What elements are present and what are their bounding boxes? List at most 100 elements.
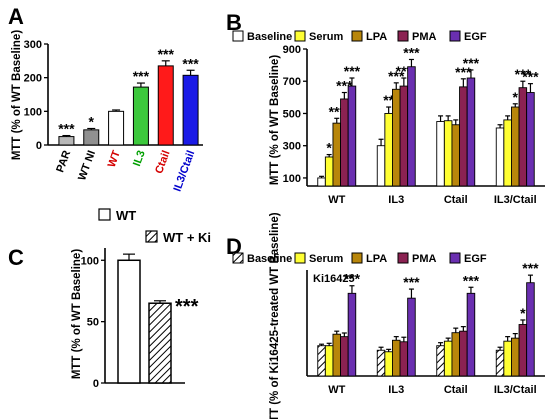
legend-label: Baseline bbox=[247, 31, 292, 43]
significance-label: * bbox=[513, 89, 519, 105]
y-tick-label-c: 50 bbox=[87, 317, 99, 329]
bar bbox=[526, 92, 535, 187]
significance-label: *** bbox=[344, 271, 361, 287]
bar bbox=[443, 340, 453, 377]
y-tick-label-b: 500 bbox=[283, 108, 301, 120]
significance-label: * bbox=[89, 114, 95, 130]
bar bbox=[459, 330, 468, 377]
bar bbox=[503, 119, 512, 187]
significance-label: *** bbox=[455, 64, 472, 80]
significance-label: * bbox=[326, 140, 332, 156]
legend-label: WT + Ki bbox=[163, 230, 211, 245]
legend-swatch bbox=[449, 30, 461, 42]
legend-swatch bbox=[98, 208, 111, 221]
y-axis-label-b: MTT (% of WT Baseline) bbox=[269, 55, 281, 186]
y-axis-label-a: MTT (% of WT Baseline) bbox=[11, 30, 23, 161]
bar bbox=[459, 86, 468, 187]
significance-label: *** bbox=[522, 69, 539, 85]
legend-swatch bbox=[145, 230, 158, 243]
significance-label: *** bbox=[515, 66, 532, 82]
bar bbox=[392, 339, 401, 377]
legend-label: LPA bbox=[366, 31, 387, 43]
significance-label: *** bbox=[182, 55, 199, 71]
bar bbox=[132, 86, 149, 146]
y-tick-label-b: 700 bbox=[283, 76, 301, 88]
category-label: IL3 bbox=[388, 384, 404, 396]
y-tick-label-a: 100 bbox=[24, 106, 42, 118]
legend-label: EGF bbox=[464, 253, 487, 265]
category-label: Ctail bbox=[444, 194, 468, 206]
category-label: IL3 bbox=[131, 149, 148, 168]
bar bbox=[324, 156, 334, 187]
legend-label: PMA bbox=[412, 31, 437, 43]
bar bbox=[503, 340, 512, 377]
category-label: WT bbox=[328, 194, 345, 206]
panel-label-b: B bbox=[226, 10, 242, 35]
category-label: Ctail bbox=[444, 384, 468, 396]
category-label: IL3/Ctail bbox=[494, 384, 537, 396]
significance-label: *** bbox=[463, 55, 480, 71]
significance-label: *** bbox=[463, 272, 480, 288]
legend-label: EGF bbox=[464, 31, 487, 43]
significance-label: *** bbox=[133, 68, 150, 84]
y-tick-label-b: 100 bbox=[283, 173, 301, 185]
bar bbox=[443, 120, 453, 187]
bar bbox=[511, 106, 520, 187]
category-label: IL3 bbox=[388, 194, 404, 206]
bar bbox=[332, 333, 342, 377]
y-tick-label-a: 0 bbox=[36, 140, 42, 152]
bar bbox=[332, 122, 342, 187]
significance-label: *** bbox=[175, 296, 199, 318]
bar bbox=[451, 332, 461, 377]
significance-label: *** bbox=[388, 68, 405, 84]
legend-label: PMA bbox=[412, 253, 437, 265]
bar bbox=[466, 292, 476, 377]
legend-label: Serum bbox=[309, 31, 343, 43]
significance-label: ** bbox=[383, 92, 394, 108]
bar bbox=[148, 302, 172, 384]
bar bbox=[347, 85, 357, 187]
bar bbox=[518, 87, 528, 187]
bar bbox=[451, 124, 461, 187]
significance-label: *** bbox=[403, 274, 420, 290]
bar bbox=[392, 88, 401, 187]
category-label: PAR bbox=[54, 149, 73, 174]
bar bbox=[495, 127, 505, 187]
y-tick-label-c: 0 bbox=[93, 378, 99, 390]
y-tick-label-a: 300 bbox=[24, 39, 42, 51]
category-label: Ctail bbox=[153, 149, 172, 176]
significance-label: *** bbox=[403, 44, 420, 60]
bar bbox=[436, 345, 445, 377]
legend-label: LPA bbox=[366, 253, 387, 265]
bar bbox=[347, 292, 357, 377]
legend-swatch bbox=[351, 252, 363, 264]
bar bbox=[518, 324, 528, 377]
y-tick-label-b: 300 bbox=[283, 141, 301, 153]
bar bbox=[317, 345, 326, 377]
y-axis-label-d: MTT (% of Ki16425-treated WT Baseline) bbox=[269, 212, 281, 419]
category-label: WT NI bbox=[76, 149, 98, 182]
legend-swatch bbox=[397, 30, 409, 42]
bar bbox=[399, 85, 409, 187]
bar bbox=[58, 136, 75, 146]
legend-swatch bbox=[397, 252, 409, 264]
category-label: WT bbox=[328, 384, 345, 396]
legend-label: Baseline bbox=[247, 253, 292, 265]
legend-swatch bbox=[232, 252, 244, 264]
bar bbox=[376, 145, 386, 187]
bar bbox=[436, 121, 445, 187]
category-label: IL3/Ctail bbox=[494, 194, 537, 206]
legend-swatch bbox=[351, 30, 363, 42]
bar bbox=[157, 65, 174, 146]
legend-swatch bbox=[294, 30, 306, 42]
bar bbox=[317, 177, 326, 187]
legend-swatch bbox=[232, 30, 244, 42]
bar bbox=[340, 336, 349, 377]
bar bbox=[108, 110, 125, 146]
bar bbox=[384, 113, 393, 187]
bar bbox=[182, 74, 199, 146]
panel-label-a: A bbox=[8, 4, 24, 29]
